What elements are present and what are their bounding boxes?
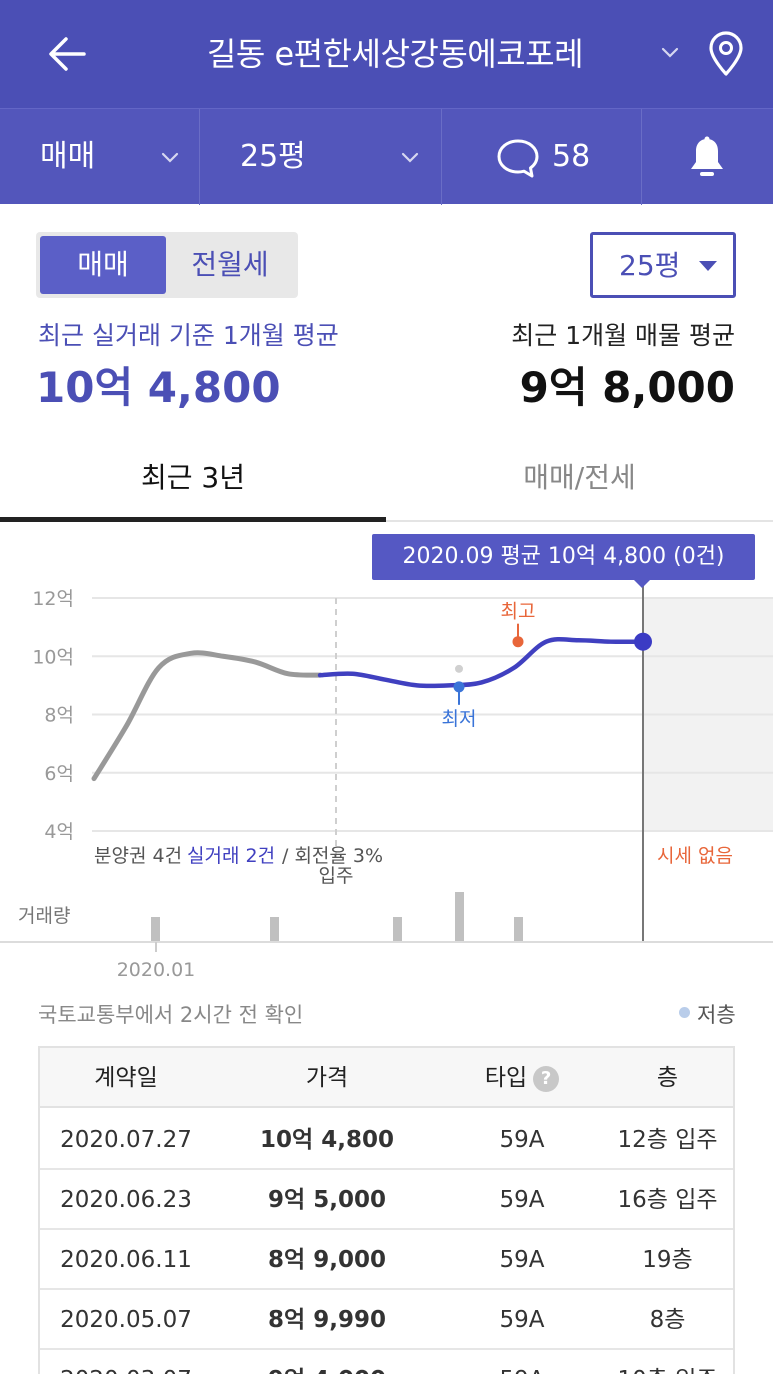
current-point [634, 632, 652, 651]
bell-icon [691, 136, 723, 176]
volume-bar [270, 917, 279, 942]
cell-date: 2020.05.07 [60, 1307, 192, 1333]
col-type-label: 타입 [484, 1065, 528, 1091]
cell-floor: 8층 [649, 1307, 686, 1333]
alert-button[interactable] [642, 109, 773, 205]
trade-type-label: 매매 [40, 139, 96, 174]
y-tick-label: 6억 [44, 763, 74, 785]
table-row[interactable]: 2020.07.27 10억 4,800 59A 12층 입주 [40, 1110, 733, 1170]
size-dropdown[interactable]: 25평 [200, 109, 442, 205]
low-marker-point [453, 681, 465, 693]
cell-date: 2020.06.23 [60, 1187, 192, 1213]
actual-trade-avg-label: 최근 실거래 기준 1개월 평균 [38, 321, 339, 350]
y-tick-label: 10억 [32, 646, 74, 668]
low-marker-label: 최저 [442, 708, 477, 730]
volume-label: 거래량 [18, 905, 70, 927]
cell-type: 59A [499, 1307, 545, 1333]
col-floor: 층 [656, 1065, 679, 1091]
listing-avg-value: 9억 8,000 [519, 363, 735, 412]
y-tick-label: 8억 [44, 705, 74, 727]
recent-price-line [317, 636, 646, 689]
cell-date: 2020.06.11 [60, 1247, 192, 1273]
move-in-label: 입주 [319, 865, 354, 887]
volume-bar [514, 917, 523, 942]
arrow-left-icon[interactable] [44, 32, 92, 76]
speech-bubble-icon [497, 139, 539, 178]
turnover-rate: / 회전율 3% [282, 845, 383, 867]
cell-type: 59A [499, 1247, 545, 1273]
filter-bar: 매매 25평 58 [0, 108, 773, 205]
chevron-down-icon[interactable] [658, 40, 682, 64]
listing-avg-label: 최근 1개월 매물 평균 [511, 321, 735, 350]
caret-down-icon [699, 261, 717, 271]
past-price-line [91, 650, 323, 782]
size-select[interactable]: 25평 [590, 232, 736, 298]
comments-button[interactable]: 58 [442, 109, 642, 205]
volume-bars [151, 892, 523, 942]
cell-price: 8억 9,990 [268, 1307, 386, 1333]
trade-type-dropdown[interactable]: 매매 [0, 109, 200, 205]
cell-date: 2020.03.07 [40, 1350, 212, 1374]
cell-price: 10억 4,800 [260, 1127, 394, 1153]
low-floor-point [455, 664, 463, 673]
cell-type: 59A [442, 1350, 602, 1374]
presale-count: 분양권 4건 [94, 845, 182, 867]
table-row[interactable]: 2020.06.11 8억 9,000 59A 19층 [40, 1230, 733, 1290]
cell-type: 59A [499, 1187, 545, 1213]
low-floor-dot-icon [679, 1007, 690, 1018]
y-tick-label: 4억 [44, 821, 74, 843]
cell-price: 8억 9,000 [268, 1247, 386, 1273]
actual-trade-avg-value: 10억 4,800 [36, 363, 281, 412]
comment-count: 58 [552, 139, 591, 174]
cell-floor: 10층 입주 [602, 1350, 733, 1374]
cell-price: 9억 5,000 [268, 1187, 386, 1213]
col-contract-date: 계약일 [94, 1065, 158, 1091]
y-tick-label: 12억 [32, 588, 74, 610]
col-type: 타입? [442, 1048, 602, 1108]
col-price: 가격 [305, 1065, 349, 1091]
cell-floor: 12층 입주 [617, 1127, 718, 1153]
size-select-value: 25평 [619, 249, 681, 282]
no-price-label: 시세 없음 [657, 845, 733, 867]
transaction-table: 계약일 가격 타입? 층 2020.07.27 10억 4,800 59A 12층 입… [38, 1046, 735, 1374]
map-pin-icon[interactable] [706, 30, 746, 78]
actual-trade-count: 실거래 2건 [187, 845, 275, 867]
tab-recent-3y[interactable]: 최근 3년 [0, 436, 386, 522]
size-label: 25평 [240, 139, 306, 174]
volume-bar [455, 892, 464, 942]
cell-floor: 19층 [642, 1247, 693, 1273]
chevron-down-icon [161, 152, 179, 163]
tab-sale-jeonse[interactable]: 매매/전세 [523, 461, 636, 494]
high-marker-point [512, 636, 524, 648]
cell-date: 2020.07.27 [60, 1127, 192, 1153]
table-row[interactable]: 2020.05.07 8억 9,990 59A 8층 [40, 1290, 733, 1350]
trade-type-toggle: 매매 전월세 [36, 232, 298, 298]
toggle-sale[interactable]: 매매 [40, 236, 166, 294]
tooltip-arrow [634, 580, 650, 588]
cell-type: 59A [499, 1127, 545, 1153]
high-marker-label: 최고 [501, 601, 536, 623]
chart-tooltip: 2020.09 평균 10억 4,800 (0건) [372, 534, 755, 580]
chevron-down-icon [401, 152, 419, 163]
table-row[interactable]: 2020.03.079억 4,00059A10층 입주 [40, 1350, 733, 1374]
cell-price: 9억 4,000 [212, 1350, 442, 1374]
page-title[interactable]: 길동 e편한세상강동에코포레 [206, 35, 584, 73]
toggle-rent[interactable]: 전월세 [191, 248, 269, 281]
chart-tabs: 최근 3년 매매/전세 [0, 436, 773, 522]
chart-grid [92, 597, 773, 832]
help-icon[interactable]: ? [533, 1065, 560, 1092]
cell-floor: 16층 입주 [617, 1187, 718, 1213]
low-floor-legend: 저층 [697, 1003, 736, 1027]
top-app-bar: 길동 e편한세상강동에코포레 [0, 0, 773, 108]
table-header: 계약일 가격 타입? 층 [40, 1048, 733, 1108]
volume-bar [151, 917, 160, 942]
table-row[interactable]: 2020.06.23 9억 5,000 59A 16층 입주 [40, 1170, 733, 1230]
x-tick-label: 2020.01 [117, 959, 196, 981]
volume-bar [393, 917, 402, 942]
y-axis-labels: 12억 10억 8억 6억 4억 [32, 588, 74, 843]
data-source-text: 국토교통부에서 2시간 전 확인 [38, 1003, 304, 1027]
